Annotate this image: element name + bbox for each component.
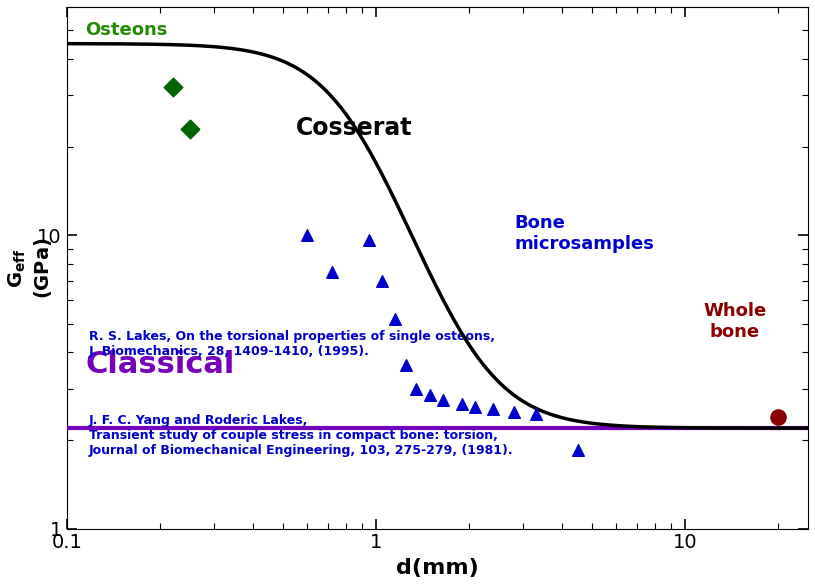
Point <box>183 125 196 134</box>
Point <box>508 407 521 417</box>
Point <box>388 314 401 324</box>
Text: Whole
bone: Whole bone <box>703 302 767 341</box>
Point <box>487 405 500 414</box>
Text: Osteons: Osteons <box>86 22 168 39</box>
Text: J. F. C. Yang and Roderic Lakes,
Transient study of couple stress in compact bon: J. F. C. Yang and Roderic Lakes, Transie… <box>89 414 513 457</box>
Point <box>571 446 584 455</box>
Point <box>399 361 412 370</box>
Text: Cosserat: Cosserat <box>296 116 412 140</box>
Point <box>456 400 469 409</box>
Point <box>410 384 423 393</box>
Point <box>325 267 338 277</box>
Y-axis label: $\mathbf{G_{eff}}$
$\mathbf{(GPa)}$: $\mathbf{G_{eff}}$ $\mathbf{(GPa)}$ <box>7 237 54 298</box>
X-axis label: d(mm): d(mm) <box>396 558 478 578</box>
Text: Bone
microsamples: Bone microsamples <box>514 214 654 253</box>
Point <box>363 236 376 245</box>
Point <box>437 395 450 404</box>
Point <box>166 82 179 92</box>
Point <box>530 410 543 419</box>
Text: Classical: Classical <box>86 350 235 378</box>
Text: R. S. Lakes, On the torsional properties of single osteons,
J. Biomechanics, 28,: R. S. Lakes, On the torsional properties… <box>89 331 495 359</box>
Point <box>772 412 785 422</box>
Point <box>301 230 314 240</box>
Point <box>376 276 389 285</box>
Point <box>469 402 482 412</box>
Point <box>424 391 437 400</box>
